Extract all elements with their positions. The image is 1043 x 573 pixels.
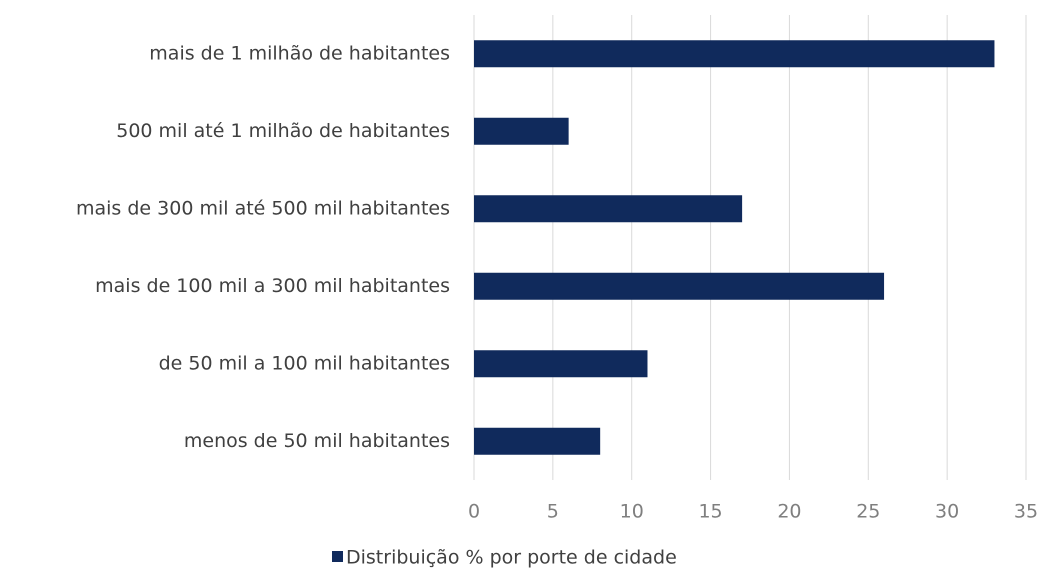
x-tick-label: 35 [1014, 501, 1038, 523]
y-tick-label: mais de 100 mil a 300 mil habitantes [95, 275, 450, 297]
legend-swatch [332, 551, 343, 562]
y-tick-label: de 50 mil a 100 mil habitantes [159, 352, 450, 374]
bar [474, 427, 601, 455]
bar [474, 350, 648, 378]
legend-label: Distribuição % por porte de cidade [346, 547, 677, 569]
bar [474, 272, 885, 300]
y-tick-label: mais de 1 milhão de habitantes [149, 42, 450, 64]
x-tick-label: 10 [620, 501, 644, 523]
bar [474, 195, 743, 223]
x-tick-label: 20 [777, 501, 801, 523]
x-tick-label: 15 [698, 501, 722, 523]
y-tick-label: 500 mil até 1 milhão de habitantes [116, 120, 450, 142]
bar [474, 117, 569, 145]
y-tick-label: menos de 50 mil habitantes [184, 430, 450, 452]
y-tick-label: mais de 300 mil até 500 mil habitantes [76, 197, 450, 219]
x-tick-label: 25 [856, 501, 880, 523]
bar [474, 40, 995, 68]
x-tick-label: 0 [468, 501, 480, 523]
x-tick-label: 30 [935, 501, 959, 523]
x-tick-label: 5 [547, 501, 559, 523]
